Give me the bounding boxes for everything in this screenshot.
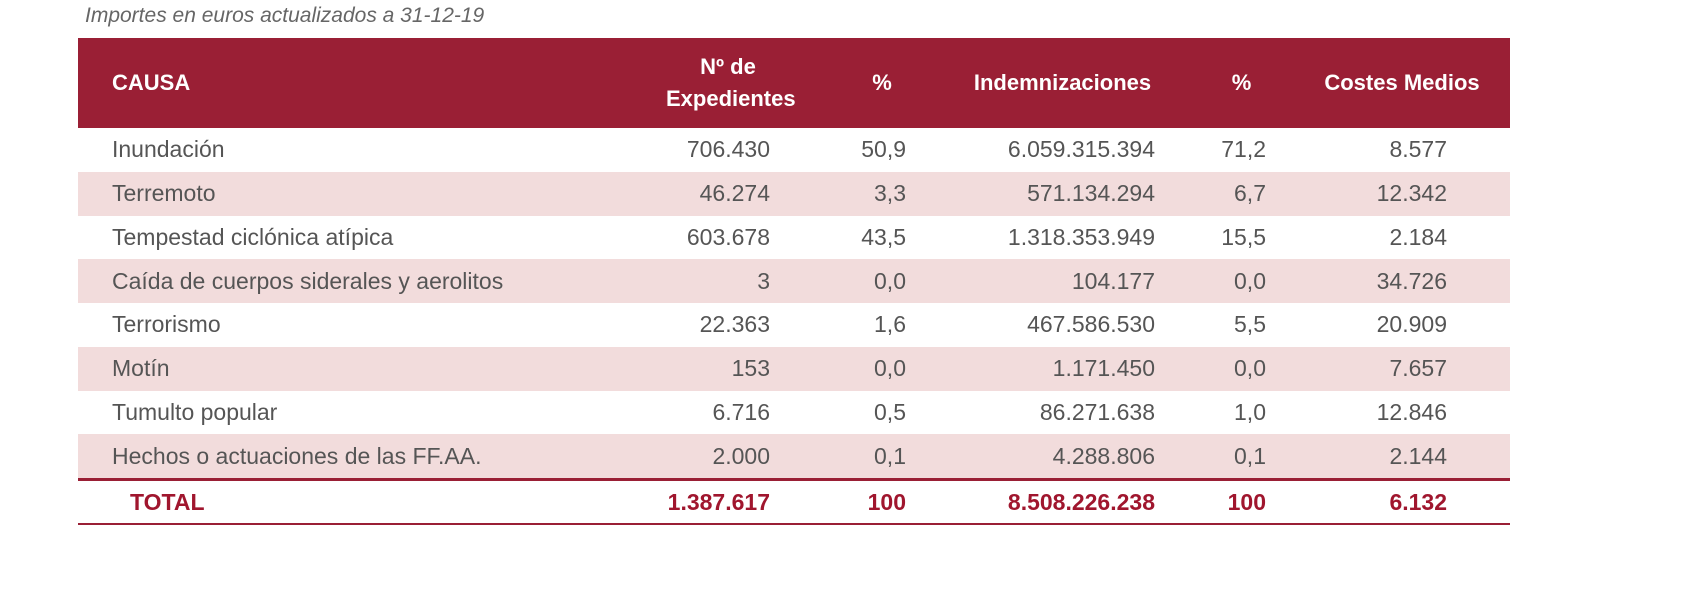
cell-expedientes: 2.000 (600, 434, 790, 480)
cell-costes-medios: 6.132 (1286, 478, 1510, 525)
cell-causa: Terrorismo (112, 311, 221, 338)
header-indemnizaciones: Indemnizaciones (926, 38, 1175, 128)
cell-indemnizaciones: 6.059.315.394 (1007, 136, 1155, 163)
cell-pct-indemnizaciones: 15,5 (1221, 223, 1266, 250)
table-row: Motín 153 0,0 1.171.450 0,0 7.657 (78, 346, 1510, 391)
table-row: Tumulto popular 6.716 0,5 86.271.638 1,0 12.8… (78, 391, 1510, 435)
cell-costes-medios: 2.184 (1389, 223, 1447, 250)
cell-expedientes: 153 (600, 346, 790, 391)
cell-causa: Terremoto (78, 171, 600, 216)
table-row: Caída de cuerpos siderales y aerolitos 3 0… (78, 259, 1510, 303)
cell-expedientes: 706.430 (686, 136, 770, 163)
header-pct-expedientes: % (790, 38, 926, 128)
cell-indemnizaciones: 4.288.806 (926, 434, 1175, 480)
header-costes-medios: Costes Medios (1286, 38, 1510, 128)
cell-pct-expedientes: 3,3 (790, 171, 926, 216)
table-row: Tempestad ciclónica atípica 603.678 43,5 1.… (78, 216, 1510, 260)
cell-pct-expedientes: 43,5 (861, 223, 906, 250)
cell-pct-expedientes: 100 (790, 478, 926, 525)
cell-pct-expedientes: 50,9 (861, 136, 906, 163)
table-row: Inundación 706.430 50,9 6.059.315.394 71,2 8.… (78, 128, 1510, 172)
cell-costes-medios: 12.846 (1376, 398, 1447, 425)
cell-pct-indemnizaciones: 6,7 (1175, 171, 1286, 216)
cell-pct-indemnizaciones: 5,5 (1234, 311, 1266, 338)
claims-table: CAUSA Nº de Expedientes % Indemnizaciones… (78, 38, 1510, 525)
header-causa: CAUSA (78, 38, 600, 128)
cell-pct-indemnizaciones: 100 (1175, 478, 1286, 525)
cell-indemnizaciones: 467.586.530 (1027, 311, 1155, 338)
cell-pct-indemnizaciones: 0,0 (1175, 346, 1286, 391)
cell-expedientes: 3 (600, 259, 790, 303)
cell-expedientes: 1.387.617 (600, 478, 790, 525)
cell-causa: Caída de cuerpos siderales y aerolitos (78, 259, 600, 303)
cell-causa: Tumulto popular (112, 398, 278, 425)
cell-pct-indemnizaciones: 0,0 (1175, 259, 1286, 303)
cell-pct-expedientes: 0,0 (790, 346, 926, 391)
cell-indemnizaciones: 104.177 (926, 259, 1175, 303)
cell-costes-medios: 2.144 (1286, 434, 1510, 480)
header-expedientes: Nº de Expedientes (600, 38, 796, 128)
cell-indemnizaciones: 8.508.226.238 (926, 478, 1175, 525)
cell-expedientes: 6.716 (712, 398, 770, 425)
header-pct-indemnizaciones: % (1175, 38, 1286, 128)
cell-pct-expedientes: 0,1 (790, 434, 926, 480)
header-expedientes-text: Nº de Expedientes (666, 54, 796, 111)
cell-indemnizaciones: 1.171.450 (926, 346, 1175, 391)
cell-pct-expedientes: 0,0 (790, 259, 926, 303)
cell-pct-indemnizaciones: 71,2 (1221, 136, 1266, 163)
cell-pct-indemnizaciones: 1,0 (1234, 398, 1266, 425)
cell-expedientes: 22.363 (699, 311, 770, 338)
cell-expedientes: 46.274 (600, 171, 790, 216)
cell-causa: Tempestad ciclónica atípica (112, 223, 394, 250)
cell-costes-medios: 8.577 (1389, 136, 1447, 163)
cell-indemnizaciones: 86.271.638 (1039, 398, 1155, 425)
cell-pct-expedientes: 0,5 (874, 398, 906, 425)
cell-causa: Motín (78, 346, 600, 391)
cell-pct-indemnizaciones: 0,1 (1175, 434, 1286, 480)
table-row: Terremoto 46.274 3,3 571.134.294 6,7 12.342 (78, 171, 1510, 216)
total-row: TOTAL 1.387.617 100 8.508.226.238 100 6.132 (78, 478, 1510, 525)
cell-causa: TOTAL (78, 478, 600, 525)
header-row: CAUSA Nº de Expedientes % Indemnizaciones… (78, 38, 1510, 128)
cell-causa: Hechos o actuaciones de las FF.AA. (78, 434, 600, 480)
cell-costes-medios: 34.726 (1286, 259, 1510, 303)
cell-costes-medios: 20.909 (1376, 311, 1447, 338)
cell-costes-medios: 7.657 (1286, 346, 1510, 391)
cell-costes-medios: 12.342 (1286, 171, 1510, 216)
cell-expedientes: 603.678 (686, 223, 770, 250)
table-row: Hechos o actuaciones de las FF.AA. 2.000 0… (78, 434, 1510, 480)
cell-indemnizaciones: 571.134.294 (926, 171, 1175, 216)
table-row: Terrorismo 22.363 1,6 467.586.530 5,5 20.909 (78, 303, 1510, 347)
cell-causa: Inundación (112, 136, 225, 163)
cell-pct-expedientes: 1,6 (874, 311, 906, 338)
table-caption: Importes en euros actualizados a 31-12-1… (85, 4, 485, 27)
cell-indemnizaciones: 1.318.353.949 (1007, 223, 1155, 250)
